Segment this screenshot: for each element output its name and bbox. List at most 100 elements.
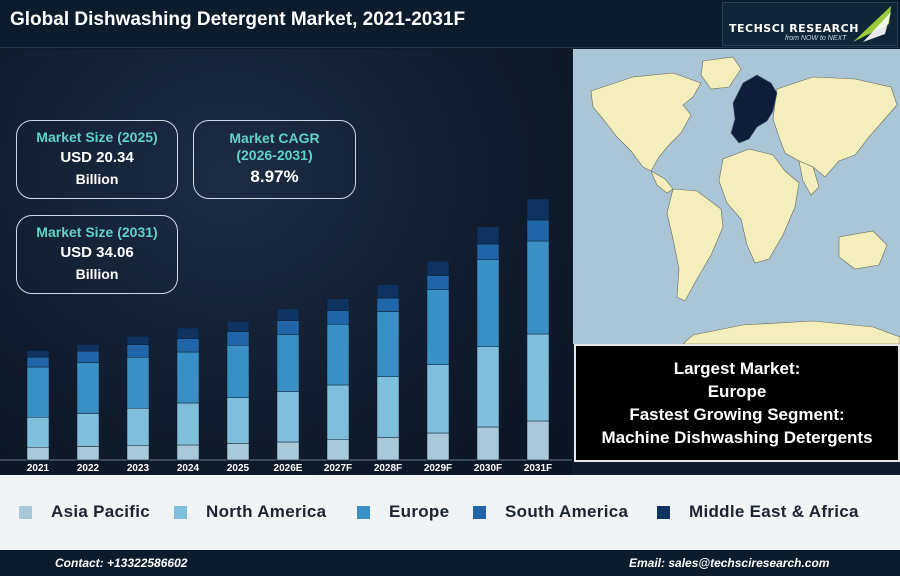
bar-segment-europe-2029f [426,289,450,365]
bar-segment-south-america-2022 [76,351,100,363]
logo-tagline: from NOW to NEXT [785,35,847,42]
legend-label: South America [505,502,629,521]
contact-phone: Contact: +13322586602 [55,556,188,570]
world-map-graphic [590,56,900,344]
bar-segment-europe-2026e [276,334,300,392]
bar-segment-middle-east-africa-2027f [326,298,350,311]
bar-segment-middle-east-africa-2022 [76,344,100,352]
legend-label: Asia Pacific [51,502,151,521]
legend-swatch [657,506,670,519]
bar-segment-north-america-2021 [26,417,50,448]
south-america-shape [666,188,724,302]
bar-segment-asia-pacific-2026e [276,441,300,461]
x-tick-label: 2027F [324,463,352,474]
x-tick-label: 2023 [127,463,150,474]
bar-segment-middle-east-africa-2029f [426,261,450,276]
north-america-shape [590,72,702,172]
bar-segment-asia-pacific-2023 [126,445,150,461]
legend-label: North America [206,502,327,521]
market-size-2031-card: Market Size (2031) USD 34.06 Billion [16,215,178,294]
market-size-2031-label: Market Size (2031) [36,224,158,240]
chart-panel: 2021 2022 2023 2024 2025 2026E 2027F 2028F 2029F… [0,49,572,475]
market-size-2025-card: Market Size (2025) USD 20.34 Billion [16,120,178,199]
bar-segment-europe-2021 [26,366,50,418]
europe-highlight-shape [730,74,778,144]
legend-swatch [19,506,32,519]
contact-email: Email: sales@techsciresearch.com [629,556,830,570]
footer-bar: Contact: +13322586602 Email: sales@techs… [0,550,900,576]
bar-segment-north-america-2030f [476,346,500,428]
bar-segment-asia-pacific-2027f [326,439,350,461]
fastest-segment-heading: Fastest Growing Segment: [629,405,845,424]
bar-segment-europe-2031f [526,240,550,335]
market-size-2025-value: USD 20.34 [60,149,134,166]
bar-segment-asia-pacific-2025 [226,443,250,461]
market-cagr-label: Market CAGR [229,130,320,146]
bar-segment-europe-2022 [76,362,100,414]
bar-segment-asia-pacific-2030f [476,426,500,461]
x-tick-label: 2031F [524,463,552,474]
bar-segment-south-america-2031f [526,219,550,242]
header-bar: Global Dishwashing Detergent Market, 202… [0,0,900,48]
market-cagr-card: Market CAGR (2026-2031) 8.97% [193,120,356,199]
bar-segment-north-america-2027f [326,384,350,440]
bar-segment-north-america-2022 [76,413,100,447]
bar-segment-north-america-2023 [126,408,150,446]
legend-swatch [357,506,370,519]
x-tick-label: 2028F [374,463,402,474]
fastest-segment-value: Machine Dishwashing Detergents [601,428,873,447]
market-size-2031-unit: Billion [75,266,119,282]
legend-label: Middle East & Africa [689,502,859,521]
bar-segment-middle-east-africa-2026e [276,308,300,321]
logo-swoosh-icon [853,6,891,42]
greenland-shape [700,56,742,90]
legend-swatch [174,506,187,519]
bar-segment-asia-pacific-2022 [76,446,100,461]
logo-wordmark: TECHSCI RESEARCH [729,22,859,35]
x-tick-label: 2024 [177,463,200,474]
market-size-2025-unit: Billion [75,171,119,187]
australia-shape [838,230,888,270]
bar-segment-south-america-2024 [176,338,200,353]
bar-segment-europe-2028f [376,311,400,377]
bar-segment-south-america-2025 [226,331,250,346]
bar-segment-asia-pacific-2024 [176,444,200,461]
market-cagr-period: (2026-2031) [236,147,313,163]
bar-segment-asia-pacific-2029f [426,432,450,461]
bar-segment-middle-east-africa-2028f [376,284,400,299]
market-cagr-value: 8.97% [250,167,299,186]
bar-segment-middle-east-africa-2030f [476,226,500,245]
x-tick-label: 2026E [274,463,303,474]
africa-shape [718,148,800,264]
bar-segment-europe-2027f [326,324,350,386]
x-tick-label: 2021 [27,463,50,474]
largest-market-heading: Largest Market: [673,359,801,378]
legend-swatch [473,506,486,519]
market-highlights-box: Largest Market: Europe Fastest Growing S… [574,344,900,462]
bar-segment-middle-east-africa-2031f [526,198,550,221]
bar-segment-europe-2024 [176,351,200,404]
bar-segment-south-america-2021 [26,357,50,368]
central-america-shape [650,170,674,194]
bar-segment-north-america-2028f [376,376,400,438]
page-title: Global Dishwashing Detergent Market, 202… [10,9,466,30]
bar-segment-middle-east-africa-2024 [176,327,200,339]
largest-market-value: Europe [707,382,767,401]
bar-segment-asia-pacific-2031f [526,420,550,461]
bar-segment-north-america-2025 [226,397,250,444]
asia-shape [772,76,898,178]
bar-segment-south-america-2029f [426,275,450,290]
stacked-bar-chart: 2021 2022 2023 2024 2025 2026E 2027F 2028F 2029F… [0,198,572,474]
bar-segment-north-america-2024 [176,402,200,446]
bar-segment-asia-pacific-2028f [376,437,400,461]
bar-segment-asia-pacific-2021 [26,447,50,461]
world-map [573,49,900,344]
legend-label: Europe [389,502,450,521]
market-size-2031-value: USD 34.06 [60,244,134,261]
x-tick-label: 2030F [474,463,502,474]
bar-segment-middle-east-africa-2023 [126,336,150,345]
bar-segment-south-america-2030f [476,243,500,260]
india-shape [798,160,820,196]
antarctica-shape [682,320,900,344]
bar-segment-europe-2030f [476,259,500,347]
